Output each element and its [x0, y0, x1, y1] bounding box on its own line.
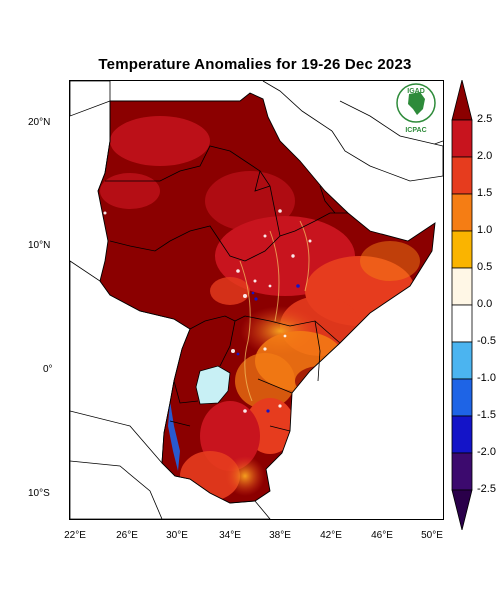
svg-text:ICPAC: ICPAC — [405, 127, 426, 134]
igad-icpac-logo: IGAD ICPAC — [396, 83, 436, 134]
colorbar-cell — [451, 489, 473, 530]
lon-label-46e: 46°E — [371, 530, 393, 541]
colorbar-cell — [451, 415, 473, 454]
lon-label-22e: 22°E — [64, 530, 86, 541]
colorbar-cell — [451, 80, 473, 121]
lon-label-50e: 50°E — [421, 530, 443, 541]
lake-victoria — [195, 365, 231, 405]
colorbar-tick-label: -0.5 — [477, 335, 496, 347]
country-borders — [97, 101, 348, 432]
svg-text:IGAD: IGAD — [407, 88, 425, 95]
lat-label-10s: 10°S — [28, 488, 50, 499]
colorbar-tick-label: 1.5 — [477, 187, 493, 199]
lon-label-26e: 26°E — [116, 530, 138, 541]
lon-label-30e: 30°E — [166, 530, 188, 541]
arabian-peninsula — [331, 100, 443, 182]
map-title: Temperature Anomalies for 19-26 Dec 2023 — [98, 56, 412, 73]
lon-label-38e: 38°E — [269, 530, 291, 541]
colorbar-tick-label: -1.5 — [477, 409, 496, 421]
colorbar-tick-label: -2.0 — [477, 446, 496, 458]
colorbar-tick-label: -1.0 — [477, 372, 496, 384]
colorbar-cell — [451, 341, 473, 380]
colorbar-cell — [451, 304, 473, 343]
libya-region — [70, 81, 111, 117]
colorbar-cell — [451, 267, 473, 306]
lon-label-34e: 34°E — [219, 530, 241, 541]
colorbar-cell — [451, 230, 473, 269]
colorbar-cell — [451, 378, 473, 417]
colorbar-cell — [451, 119, 473, 158]
colorbar-tick-label: 2.5 — [477, 113, 493, 125]
colorbar-cell — [451, 156, 473, 195]
colorbar-cell — [451, 452, 473, 491]
colorbar-tick-label: 2.0 — [477, 150, 493, 162]
colorbar-tick-label: -2.5 — [477, 483, 496, 495]
lat-label-10n: 10°N — [28, 240, 51, 251]
colorbar-tick-label: 0.0 — [477, 298, 493, 310]
colorbar-tick-label: 0.5 — [477, 261, 493, 273]
map-panel — [69, 80, 444, 520]
lat-label-20n: 20°N — [28, 117, 51, 128]
lon-label-42e: 42°E — [320, 530, 342, 541]
lat-label-0: 0° — [43, 364, 53, 375]
colorbar — [451, 80, 473, 530]
colorbar-cell — [451, 193, 473, 232]
anomaly-map — [70, 81, 443, 519]
colorbar-tick-label: 1.0 — [477, 224, 493, 236]
